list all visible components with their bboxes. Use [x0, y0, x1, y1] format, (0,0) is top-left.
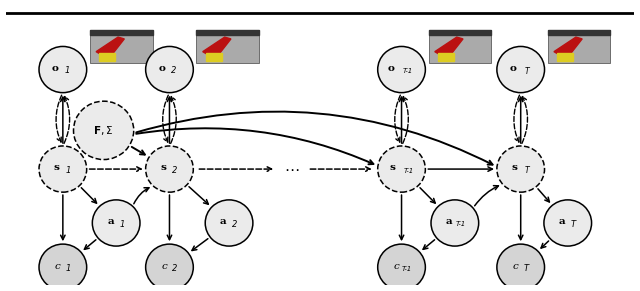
Polygon shape: [96, 37, 124, 59]
Ellipse shape: [544, 200, 591, 246]
Text: $\cdots$: $\cdots$: [284, 162, 300, 176]
Text: a: a: [446, 217, 452, 226]
Ellipse shape: [378, 244, 426, 290]
Ellipse shape: [39, 47, 86, 93]
Polygon shape: [438, 54, 454, 61]
Text: s: s: [160, 164, 166, 173]
Ellipse shape: [39, 146, 86, 192]
Bar: [90, 30, 152, 63]
Ellipse shape: [39, 244, 86, 290]
Text: T: T: [525, 67, 529, 76]
Text: T: T: [525, 166, 529, 175]
Bar: [196, 30, 259, 63]
Ellipse shape: [378, 47, 426, 93]
Text: a: a: [108, 217, 114, 226]
Text: 2: 2: [171, 66, 177, 75]
Text: $\mathbf{F},\Sigma$: $\mathbf{F},\Sigma$: [93, 124, 114, 137]
Ellipse shape: [497, 146, 545, 192]
Text: 1: 1: [65, 66, 70, 75]
Text: s: s: [511, 164, 517, 173]
Text: c: c: [161, 262, 167, 271]
Text: 2: 2: [172, 166, 177, 175]
Ellipse shape: [146, 244, 193, 290]
Polygon shape: [206, 54, 221, 61]
Text: a: a: [220, 217, 227, 226]
Ellipse shape: [74, 101, 134, 159]
Text: T-1: T-1: [403, 68, 413, 74]
Text: T: T: [571, 220, 576, 229]
Polygon shape: [435, 37, 463, 59]
Ellipse shape: [92, 200, 140, 246]
Text: c: c: [55, 262, 61, 271]
Ellipse shape: [378, 146, 426, 192]
Text: c: c: [394, 262, 399, 271]
Ellipse shape: [146, 146, 193, 192]
Ellipse shape: [205, 200, 253, 246]
Text: T-1: T-1: [402, 266, 412, 272]
Polygon shape: [196, 30, 259, 35]
Text: s: s: [54, 164, 60, 173]
Text: 1: 1: [65, 166, 70, 175]
Polygon shape: [203, 37, 231, 59]
Polygon shape: [548, 30, 611, 35]
Ellipse shape: [497, 47, 545, 93]
Text: T-1: T-1: [456, 221, 466, 227]
Text: o: o: [509, 64, 516, 73]
Text: T: T: [524, 264, 529, 273]
Bar: [548, 30, 611, 63]
Polygon shape: [557, 54, 573, 61]
Text: a: a: [559, 217, 565, 226]
Polygon shape: [554, 37, 582, 59]
Text: o: o: [159, 64, 165, 73]
Ellipse shape: [146, 47, 193, 93]
Ellipse shape: [497, 244, 545, 290]
Text: o: o: [52, 64, 59, 73]
Text: o: o: [387, 64, 394, 73]
Polygon shape: [429, 30, 492, 35]
Polygon shape: [90, 30, 152, 35]
Text: 2: 2: [172, 264, 178, 273]
Text: s: s: [390, 164, 396, 173]
Text: 2: 2: [232, 220, 237, 229]
Text: 1: 1: [66, 264, 71, 273]
Bar: [429, 30, 492, 63]
Text: c: c: [513, 262, 518, 271]
Text: 1: 1: [119, 220, 125, 229]
Polygon shape: [99, 54, 115, 61]
Text: T-1: T-1: [404, 168, 414, 174]
Ellipse shape: [431, 200, 479, 246]
